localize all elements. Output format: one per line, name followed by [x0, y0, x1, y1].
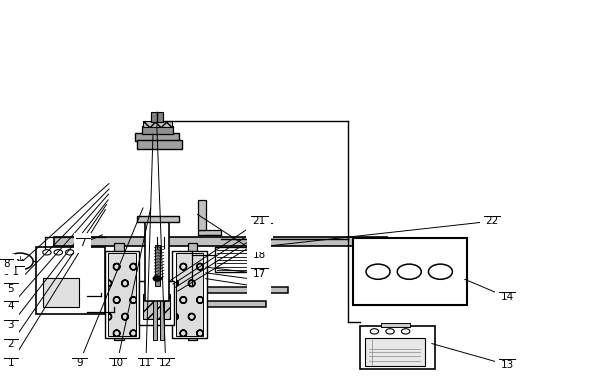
Text: 7: 7 [80, 238, 86, 248]
Bar [143, 121, 172, 127]
Text: 3: 3 [8, 320, 14, 330]
Circle shape [366, 264, 390, 279]
Text: 22: 22 [485, 216, 499, 226]
Bar [54, 237, 387, 246]
Bar [160, 285, 164, 340]
Circle shape [397, 264, 421, 279]
Text: 15: 15 [253, 282, 266, 292]
Circle shape [65, 250, 74, 255]
Text: 16: 16 [253, 275, 266, 285]
Bar [365, 338, 425, 366]
Bar [198, 230, 221, 235]
Bar [176, 253, 203, 336]
Bar [101, 301, 266, 307]
Text: 19: 19 [253, 236, 266, 246]
Text: 20: 20 [253, 230, 266, 240]
Text: 12: 12 [159, 358, 172, 368]
Text: 8: 8 [3, 259, 10, 269]
Text: 14: 14 [500, 292, 514, 302]
Bar [139, 281, 174, 325]
Text: 5: 5 [8, 284, 14, 294]
Text: ↓: ↓ [16, 255, 23, 264]
Bar [142, 126, 173, 134]
Circle shape [370, 329, 379, 334]
Text: 4: 4 [8, 301, 14, 311]
Text: 2: 2 [8, 339, 14, 349]
Text: 10: 10 [110, 358, 124, 368]
Text: 11: 11 [139, 358, 152, 368]
Bar [151, 112, 163, 122]
Circle shape [428, 264, 452, 279]
Bar [381, 323, 410, 327]
Bar [145, 221, 169, 301]
Text: 9: 9 [76, 358, 83, 368]
Bar [153, 285, 157, 340]
Circle shape [54, 250, 62, 255]
Bar [36, 247, 105, 314]
Bar [172, 251, 207, 338]
Bar [137, 216, 179, 222]
Text: V: V [17, 259, 23, 268]
Text: 17: 17 [253, 269, 266, 279]
Bar [108, 253, 136, 336]
Circle shape [153, 276, 161, 281]
Bar [215, 247, 250, 272]
Bar [143, 294, 170, 319]
Bar [43, 278, 79, 307]
Circle shape [7, 253, 33, 270]
Bar [102, 287, 288, 293]
Bar [137, 140, 182, 149]
Text: 13: 13 [500, 360, 514, 370]
Circle shape [43, 250, 51, 255]
Bar [353, 238, 467, 305]
Text: 1: 1 [8, 358, 14, 368]
Text: 6-1: 6-1 [2, 267, 19, 277]
Bar [198, 200, 206, 230]
Circle shape [401, 329, 410, 334]
Text: 21: 21 [253, 216, 266, 226]
Bar [155, 245, 160, 286]
Bar [134, 133, 179, 141]
Bar [114, 243, 124, 340]
Bar [360, 326, 435, 369]
Text: 18: 18 [253, 250, 266, 260]
Bar [104, 251, 139, 338]
Circle shape [386, 329, 394, 334]
Bar [188, 243, 197, 340]
Text: 6-2: 6-2 [251, 223, 268, 233]
